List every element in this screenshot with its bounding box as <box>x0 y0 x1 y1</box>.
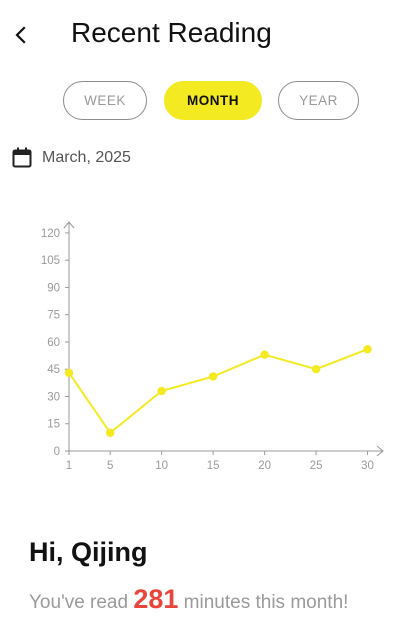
calendar-icon <box>12 147 32 168</box>
x-axis-arrow <box>376 445 384 457</box>
back-button[interactable] <box>6 20 34 50</box>
y-tick-label: 45 <box>47 364 60 376</box>
page-title: Recent Reading <box>71 17 272 48</box>
data-point <box>105 428 115 438</box>
y-tick-label: 0 <box>54 446 60 458</box>
y-tick-label: 30 <box>47 391 60 403</box>
y-tick-label: 105 <box>41 255 60 267</box>
period-tabs: WEEK MONTH YEAR <box>0 81 409 121</box>
date-selector[interactable]: March, 2025 <box>12 145 212 171</box>
x-tick-label: 25 <box>310 460 323 472</box>
series-line <box>68 348 368 434</box>
x-tick-label: 20 <box>258 460 271 472</box>
x-tick-label: 15 <box>207 460 220 472</box>
y-tick-label: 15 <box>47 419 60 431</box>
date-label: March, 2025 <box>42 149 131 166</box>
summary-suffix: minutes this month! <box>178 592 349 613</box>
x-tick-label: 5 <box>107 460 113 472</box>
tab-year[interactable]: YEAR <box>278 81 359 120</box>
x-tick-label: 30 <box>361 460 374 472</box>
y-tick-label: 60 <box>47 337 60 349</box>
tab-month[interactable]: MONTH <box>164 81 262 120</box>
minutes-count: 281 <box>133 584 179 614</box>
y-tick-label: 90 <box>47 282 60 294</box>
data-point <box>64 368 74 378</box>
reading-summary: You've read 281 minutes this month! <box>29 584 348 615</box>
chevron-left-icon <box>15 26 26 44</box>
data-point <box>260 350 269 359</box>
x-tick-label: 1 <box>66 460 72 472</box>
data-point <box>363 345 372 354</box>
y-tick-label: 75 <box>47 310 60 322</box>
greeting-text: Hi, Qijing <box>29 537 148 567</box>
tab-week[interactable]: WEEK <box>63 81 147 120</box>
x-tick-label: 10 <box>155 460 168 472</box>
summary-prefix: You've read <box>29 592 134 613</box>
y-axis-arrow <box>63 221 75 229</box>
header: Recent Reading <box>0 0 409 70</box>
data-point <box>157 386 166 396</box>
data-point <box>311 365 321 374</box>
data-point <box>208 372 218 381</box>
y-tick-label: 120 <box>41 228 60 240</box>
